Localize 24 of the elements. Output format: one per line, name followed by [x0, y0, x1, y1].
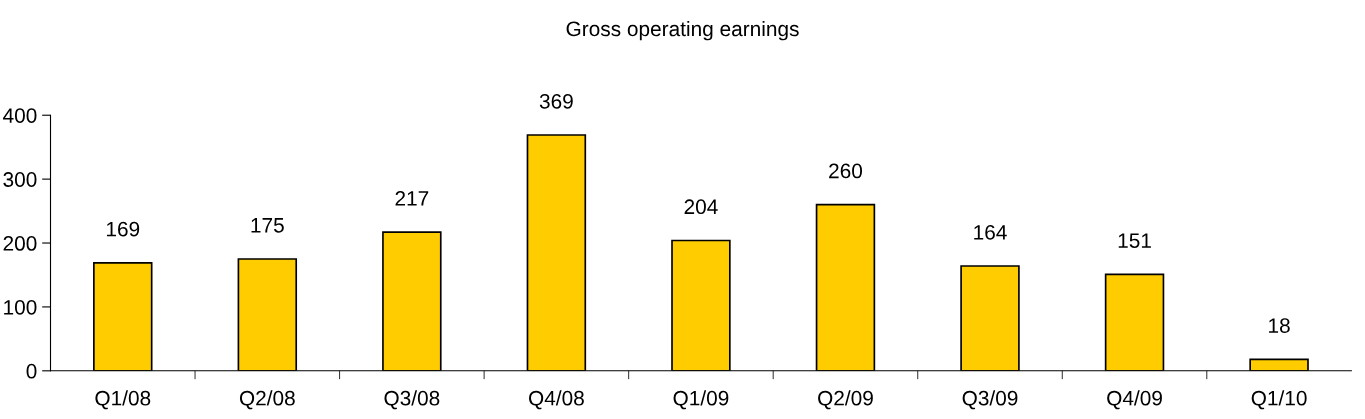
x-tick-label: Q1/09: [673, 390, 729, 410]
data-label: 175: [251, 218, 284, 233]
chart-title: Gross operating earnings: [566, 20, 799, 41]
x-tick-label: Q1/08: [95, 390, 151, 410]
x-tick-label: Q2/08: [239, 390, 295, 410]
y-tick-label: 300: [3, 172, 37, 187]
x-tick-label: Q4/09: [1107, 390, 1162, 410]
y-tick-label: 400: [3, 108, 37, 123]
x-tick-label: Q2/09: [818, 390, 873, 410]
x-tick-label: Q1/10: [1251, 390, 1307, 410]
y-tick-label: 100: [4, 299, 37, 315]
y-tick-label: 0: [26, 363, 37, 379]
data-label: 164: [974, 224, 1007, 240]
y-tick-label: 200: [3, 236, 37, 251]
x-tick-label: Q4/08: [529, 390, 584, 410]
data-label: 151: [1118, 233, 1151, 248]
x-tick-label: Q3/08: [384, 390, 440, 410]
x-tick-label: Q3/09: [962, 390, 1018, 410]
data-label: 260: [829, 163, 863, 179]
data-label: 369: [539, 93, 573, 109]
data-label: 217: [395, 191, 429, 206]
data-label: 204: [684, 199, 718, 215]
data-label: 169: [106, 221, 140, 237]
data-label: 18: [1269, 318, 1290, 333]
